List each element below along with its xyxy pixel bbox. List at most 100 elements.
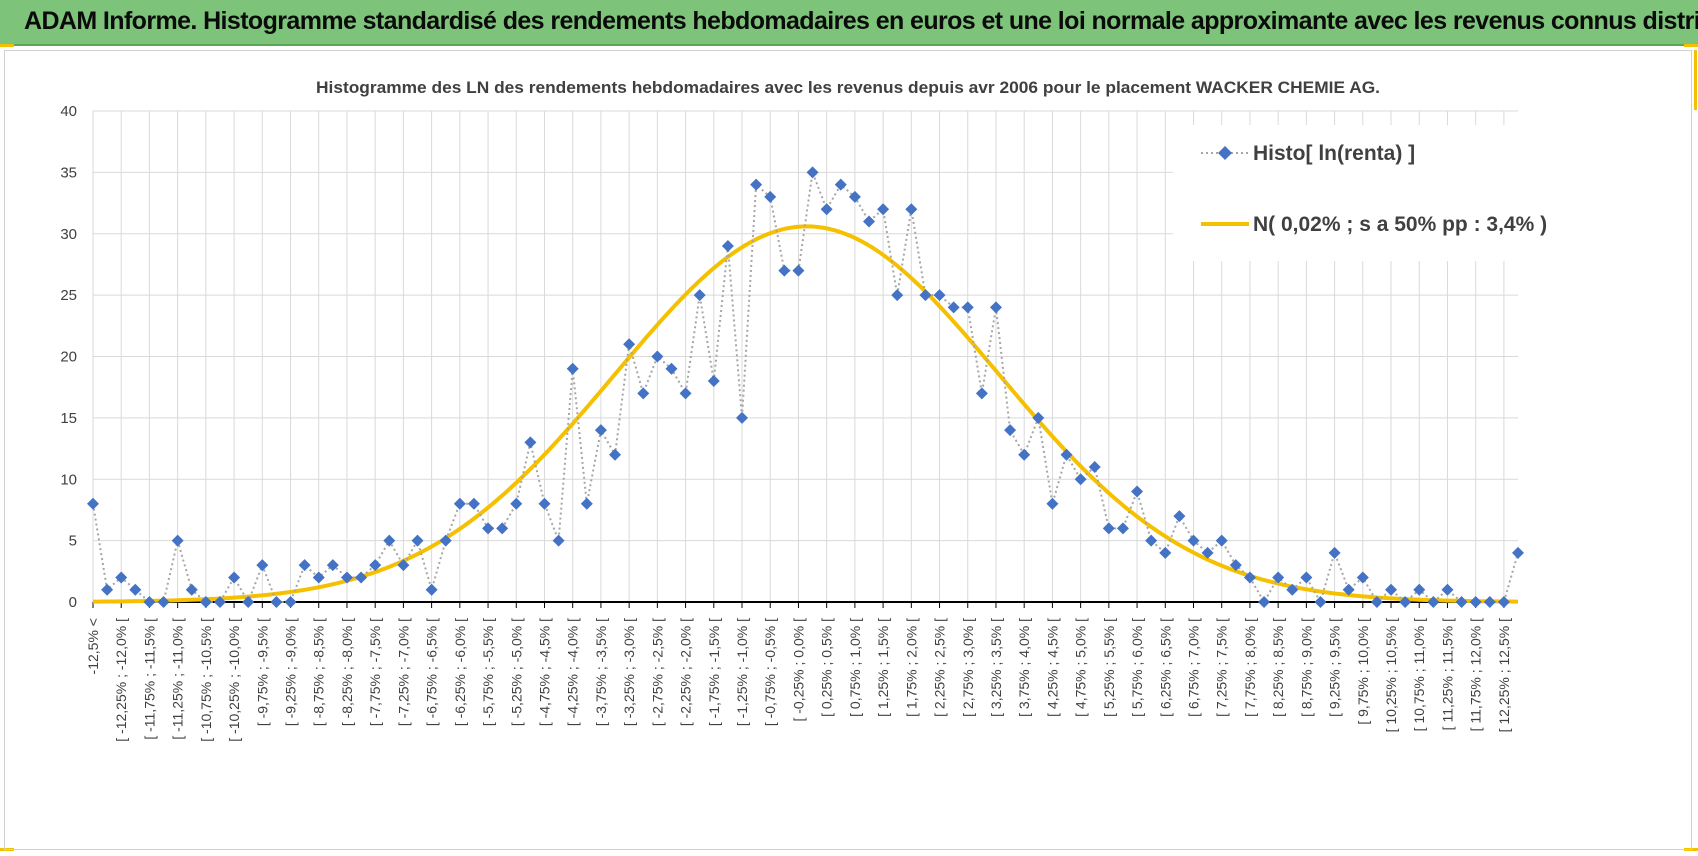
histogram-point <box>411 534 424 547</box>
histogram-point <box>750 178 763 191</box>
histogram-point <box>87 497 99 510</box>
x-tick-label: [ 7,75% ; 8,0% [ <box>1242 618 1258 717</box>
histogram-point <box>1356 571 1369 584</box>
x-tick-label: -12,5% < <box>85 618 101 674</box>
y-tick-label: 35 <box>60 164 77 181</box>
x-tick-label: [ -4,75% ; -4,5% [ <box>536 618 552 726</box>
x-tick-label: [ 8,25% ; 8,5% [ <box>1270 618 1286 717</box>
histogram-point <box>242 596 255 608</box>
histogram-point <box>594 424 607 437</box>
histogram-point <box>877 203 890 216</box>
histogram-point <box>482 522 495 535</box>
x-tick-label: [ -1,25% ; -1,0% [ <box>734 618 750 726</box>
histogram-point <box>496 522 509 535</box>
histogram-point <box>1074 473 1087 486</box>
x-tick-label: [ -10,25% ; -10,0% [ <box>226 618 242 742</box>
histogram-point <box>1243 571 1256 584</box>
histogram-point <box>524 436 537 449</box>
histogram-point <box>905 203 918 216</box>
x-tick-label: [ -0,25% ; 0,0% [ <box>790 618 806 722</box>
histogram-point <box>270 596 283 608</box>
histogram-point <box>919 289 932 302</box>
histogram-point <box>143 596 156 608</box>
histogram-point <box>171 534 184 547</box>
x-tick-label: [ -9,75% ; -9,5% [ <box>254 618 270 726</box>
histogram-point <box>891 289 904 302</box>
histogram-point <box>369 559 382 572</box>
histogram-point <box>312 571 325 584</box>
histogram-point <box>933 289 946 302</box>
histogram-point <box>679 387 692 400</box>
histogram-point <box>228 571 241 584</box>
histogram-point <box>1032 411 1045 424</box>
histogram-point <box>1455 596 1468 608</box>
histogram-point <box>1201 546 1214 559</box>
x-tick-label: [ 11,75% ; 12,0% [ <box>1468 618 1484 731</box>
histogram-point <box>185 583 198 596</box>
y-tick-label: 40 <box>60 103 77 120</box>
x-tick-label: [ -11,75% ; -11,5% [ <box>141 618 157 740</box>
y-tick-label: 10 <box>60 471 77 488</box>
histogram-point <box>834 178 847 191</box>
legend-marker-histogram <box>1218 146 1232 160</box>
histogram-point <box>453 497 466 510</box>
histogram-point <box>467 497 480 510</box>
x-tick-label: [ 6,25% ; 6,5% [ <box>1157 618 1173 717</box>
histogram-point <box>340 571 353 584</box>
x-tick-label: [ 9,75% ; 10,0% [ <box>1355 618 1371 725</box>
x-tick-label: [ 2,25% ; 2,5% [ <box>932 618 948 717</box>
histogram-point <box>665 362 678 375</box>
histogram-point <box>721 240 734 253</box>
histogram-point <box>1173 510 1186 523</box>
x-tick-label: [ -10,75% ; -10,5% [ <box>198 618 214 742</box>
chart-title: Histogramme des LN des rendements hebdom… <box>316 78 1380 97</box>
y-tick-label: 15 <box>60 410 77 427</box>
histogram-point <box>1272 571 1285 584</box>
histogram-point <box>1300 571 1313 584</box>
histogram-point <box>1060 448 1073 461</box>
histogram-point <box>101 583 114 596</box>
histogram-point <box>1385 583 1398 596</box>
x-tick-label: [ 6,75% ; 7,0% [ <box>1185 618 1201 717</box>
x-tick-label: [ 10,25% ; 10,5% [ <box>1383 618 1399 733</box>
x-tick-label: [ -4,25% ; -4,0% [ <box>565 618 581 726</box>
histogram-point <box>707 375 720 388</box>
x-tick-label: [ -8,75% ; -8,5% [ <box>311 618 327 726</box>
x-tick-label: [ 10,75% ; 11,0% [ <box>1411 618 1427 731</box>
histogram-point <box>552 534 565 547</box>
x-tick-label: [ -8,25% ; -8,0% [ <box>339 618 355 726</box>
histogram-point <box>1328 546 1341 559</box>
histogram-point <box>806 166 819 179</box>
histogram-point <box>115 571 128 584</box>
histogram-point <box>1145 534 1158 547</box>
histogram-point <box>326 559 339 572</box>
x-tick-label: [ -3,25% ; -3,0% [ <box>621 618 637 726</box>
y-tick-label: 25 <box>60 287 77 304</box>
corner-accent-right-side <box>1694 50 1697 110</box>
histogram-point <box>1483 596 1496 608</box>
histogram-point <box>736 411 749 424</box>
histogram-point <box>1286 583 1299 596</box>
histogram-point <box>199 596 212 608</box>
histogram-point <box>580 497 593 510</box>
x-tick-label: [ 5,75% ; 6,0% [ <box>1129 618 1145 717</box>
histogram-point <box>397 559 410 572</box>
histogram-point <box>975 387 988 400</box>
histogram-point <box>862 215 875 228</box>
series-layer <box>87 166 1524 608</box>
x-tick-label: [ -7,25% ; -7,0% [ <box>395 618 411 726</box>
histogram-point <box>256 559 269 572</box>
histogram-point <box>961 301 974 314</box>
x-tick-label: [ -7,75% ; -7,5% [ <box>367 618 383 726</box>
histogram-point <box>1441 583 1454 596</box>
histogram-point <box>1018 448 1031 461</box>
histogram-point <box>651 350 664 363</box>
histogram-point <box>538 497 551 510</box>
histogram-point <box>820 203 833 216</box>
histogram-point <box>1159 546 1172 559</box>
x-tick-label: [ -5,75% ; -5,5% [ <box>480 618 496 726</box>
x-tick-label: [ 5,25% ; 5,5% [ <box>1101 618 1117 717</box>
histogram-point <box>383 534 396 547</box>
x-tick-label: [ -6,75% ; -6,5% [ <box>424 618 440 726</box>
x-tick-label: [ 1,75% ; 2,0% [ <box>903 618 919 717</box>
